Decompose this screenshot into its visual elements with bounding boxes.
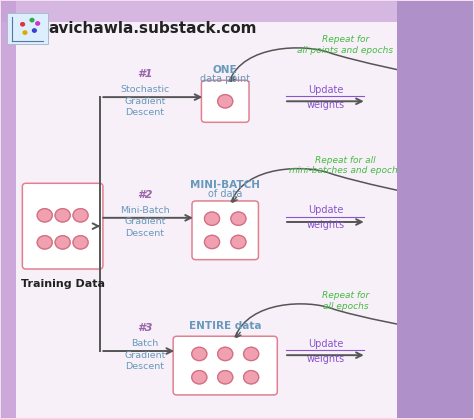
Circle shape	[410, 212, 413, 215]
Circle shape	[192, 347, 207, 361]
Circle shape	[421, 354, 425, 357]
Circle shape	[55, 209, 70, 222]
Text: Repeat for all: Repeat for all	[315, 156, 376, 165]
Text: weights: weights	[306, 354, 345, 364]
FancyBboxPatch shape	[192, 201, 258, 260]
Text: weights: weights	[306, 100, 345, 110]
Circle shape	[410, 346, 413, 349]
Text: Update: Update	[308, 205, 343, 215]
Circle shape	[411, 97, 415, 100]
Circle shape	[433, 212, 436, 215]
Text: #1: #1	[137, 69, 153, 79]
FancyBboxPatch shape	[173, 336, 277, 395]
Circle shape	[73, 236, 88, 249]
Text: data point: data point	[200, 74, 250, 84]
Circle shape	[23, 31, 27, 34]
Circle shape	[421, 341, 425, 344]
Circle shape	[204, 212, 219, 225]
Text: Mini-Batch
Gradient
Descent: Mini-Batch Gradient Descent	[120, 206, 170, 238]
Circle shape	[218, 347, 233, 361]
Circle shape	[244, 347, 259, 361]
Circle shape	[231, 235, 246, 248]
Text: all points and epochs: all points and epochs	[297, 46, 393, 55]
Circle shape	[55, 236, 70, 249]
Text: weights: weights	[306, 220, 345, 230]
Circle shape	[421, 221, 425, 224]
Text: Repeat for: Repeat for	[322, 35, 369, 44]
Text: Update: Update	[308, 85, 343, 95]
Text: ONE: ONE	[213, 65, 237, 75]
Circle shape	[433, 346, 436, 349]
Circle shape	[30, 18, 34, 22]
Circle shape	[36, 22, 39, 25]
FancyBboxPatch shape	[201, 80, 249, 122]
Circle shape	[192, 370, 207, 384]
Circle shape	[421, 207, 425, 210]
Circle shape	[73, 209, 88, 222]
Text: #3: #3	[137, 323, 153, 333]
Text: Update: Update	[308, 339, 343, 349]
Circle shape	[421, 87, 425, 90]
Text: Batch
Gradient
Descent: Batch Gradient Descent	[124, 339, 166, 371]
Circle shape	[218, 95, 233, 108]
Text: Stochastic
Gradient
Descent: Stochastic Gradient Descent	[120, 85, 170, 117]
Circle shape	[244, 370, 259, 384]
Circle shape	[411, 217, 415, 220]
Text: of data: of data	[208, 189, 242, 199]
Circle shape	[37, 209, 52, 222]
Circle shape	[37, 236, 52, 249]
Text: Repeat for: Repeat for	[322, 291, 369, 300]
Circle shape	[410, 92, 413, 95]
Circle shape	[421, 101, 425, 103]
Circle shape	[204, 235, 219, 248]
Circle shape	[231, 212, 246, 225]
Text: all epochs: all epochs	[323, 302, 368, 311]
Circle shape	[33, 29, 36, 32]
Text: mini-batches and epochs: mini-batches and epochs	[289, 166, 402, 176]
Text: Training Data: Training Data	[21, 279, 105, 290]
Circle shape	[411, 351, 415, 353]
Text: ENTIRE data: ENTIRE data	[189, 321, 262, 331]
FancyBboxPatch shape	[7, 13, 47, 44]
Text: avichawla.substack.com: avichawla.substack.com	[48, 21, 257, 36]
Text: MINI-BATCH: MINI-BATCH	[190, 179, 260, 189]
Text: #2: #2	[137, 190, 153, 200]
Circle shape	[432, 217, 435, 220]
Circle shape	[432, 351, 435, 353]
FancyBboxPatch shape	[22, 183, 103, 269]
Circle shape	[433, 92, 436, 95]
Circle shape	[21, 23, 25, 26]
Circle shape	[218, 370, 233, 384]
Circle shape	[432, 97, 435, 100]
